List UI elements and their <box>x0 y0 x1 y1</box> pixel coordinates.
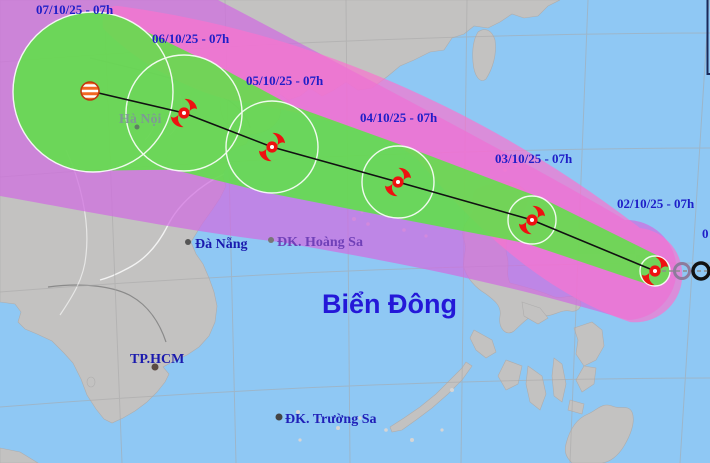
tropical-depression-icon <box>80 81 100 101</box>
land-mindanao <box>564 404 634 463</box>
wind-cone-green <box>13 12 670 286</box>
land-masbate <box>521 301 549 325</box>
land-negros <box>525 365 547 411</box>
truongsa-marker-dot <box>275 413 283 421</box>
hcm-marker-dot <box>151 363 159 371</box>
forecast-track-line <box>89 90 656 272</box>
timeline-label-04-10: 04/10/25 - 07h <box>360 110 438 125</box>
danang-label: Đà Nẵng <box>195 236 248 252</box>
storm-symbols <box>80 81 669 286</box>
timeline-label-05-10: 05/10/25 - 07h <box>246 73 324 88</box>
inset-frame-corner <box>706 0 710 75</box>
hcm-label: TP.HCM <box>130 352 184 367</box>
hoangsa-label: ĐK. Hoàng Sa <box>277 235 363 250</box>
danang-marker-dot <box>185 239 191 245</box>
land-palawan <box>389 361 473 433</box>
hoangsa-marker-dot <box>268 237 274 243</box>
sea-name-label: Biển Đông <box>322 289 457 319</box>
land-phuquoc <box>86 376 96 388</box>
land-panay <box>497 359 523 391</box>
clipped-edge-label: 0 <box>702 226 709 241</box>
truongsa-label: ĐK. Trường Sa <box>285 412 377 427</box>
timeline-label-07-10: 07/10/25 - 07h <box>36 2 114 17</box>
land-taiwan <box>472 29 496 81</box>
map-labels: 07/10/25 - 07h 06/10/25 - 07h 05/10/25 -… <box>36 2 709 427</box>
land-mindoro <box>469 329 497 359</box>
hanoi-marker-dot <box>134 124 140 130</box>
timeline-label-06-10: 06/10/25 - 07h <box>152 31 230 46</box>
land-samar <box>573 321 605 367</box>
timeline-label-03-10: 03/10/25 - 07h <box>495 151 573 166</box>
timeline-label-02-10: 02/10/25 - 07h <box>617 196 695 211</box>
city-markers <box>134 124 283 421</box>
past-position-circle <box>673 262 691 280</box>
wind-radius-rings <box>12 11 671 287</box>
hanoi-label: Hà Nội <box>119 112 162 127</box>
past-track <box>655 261 710 281</box>
land-malay-corner <box>0 447 39 463</box>
past-position-circle <box>691 261 710 281</box>
